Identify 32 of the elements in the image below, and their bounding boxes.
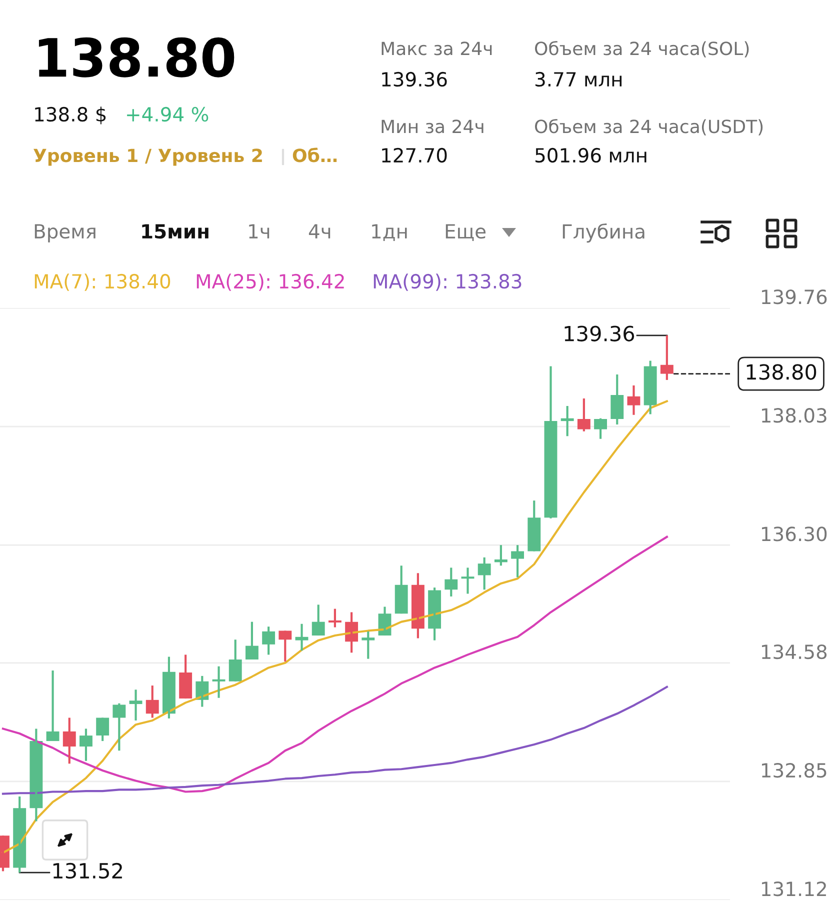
text: Макс за 24ч <box>382 42 492 56</box>
text: Глубина <box>562 223 644 243</box>
text: Мин за 24ч <box>382 120 484 134</box>
text: 127.70 <box>382 148 447 163</box>
text: Объем за 24 часа(SOL) <box>535 40 749 58</box>
annotation: 139.36 <box>564 326 634 342</box>
text: Объем за 24 часа(USDT) <box>535 118 763 136</box>
y-tick-label: 132.85 <box>762 762 826 778</box>
text: 501.96 млн <box>536 148 646 163</box>
text: Еще <box>446 224 486 242</box>
text: 4ч <box>308 224 330 238</box>
text: 3.77 млн <box>535 72 622 87</box>
y-tick-label: 138.03 <box>762 408 826 423</box>
text: Об… <box>292 148 337 162</box>
text: MA(25): 136.42 <box>196 274 344 291</box>
text: 15мин <box>142 224 208 239</box>
annotation: 131.52 <box>53 862 122 879</box>
text: 138.8 $ <box>35 106 106 124</box>
text: 1дн <box>372 224 407 242</box>
text: MA(99): 133.83 <box>374 274 522 291</box>
chart-title: 138.80 <box>38 37 234 78</box>
y-tick-label: 139.76 <box>762 290 827 304</box>
text: 1ч <box>249 224 270 238</box>
text: Уровень 1 / Уровень 2 <box>34 148 262 166</box>
text: 139.36 <box>382 72 447 87</box>
text: MA(7): 138.40 <box>34 274 170 291</box>
y-tick-label: 136.30 <box>762 526 827 542</box>
y-tick-label: 131.12 <box>762 882 826 896</box>
y-tick-label: 134.58 <box>762 644 827 660</box>
text: +4.94 % <box>127 106 208 122</box>
text: Время <box>34 224 96 242</box>
ref-line-label: 138.80 <box>746 364 816 380</box>
